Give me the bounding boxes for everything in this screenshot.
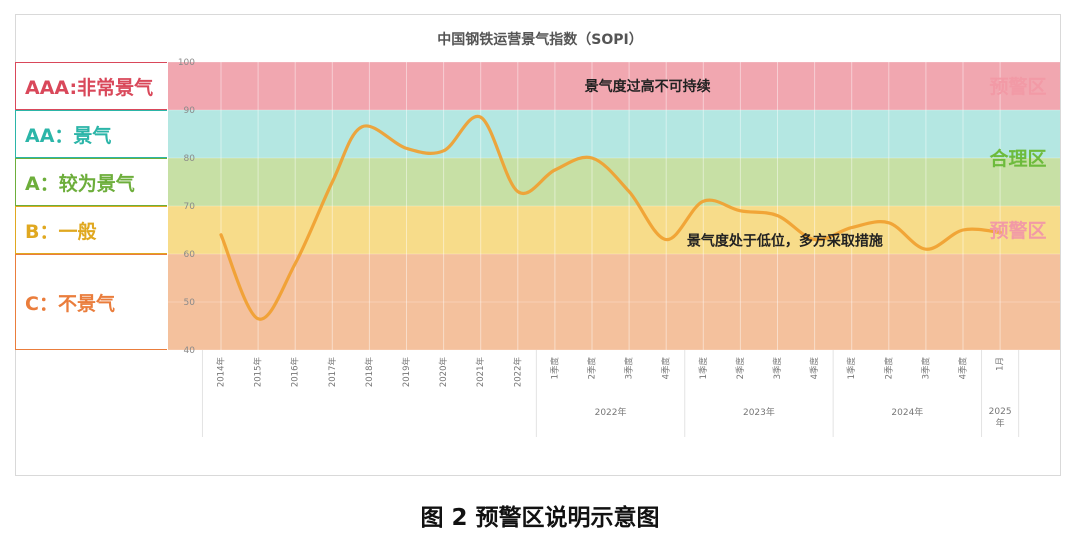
- band-0: [168, 62, 1060, 110]
- x-tick-label: 2022年: [512, 357, 523, 388]
- zone-label: 预警区: [989, 75, 1046, 98]
- annotation-text: 景气度处于低位，多方采取措施: [687, 233, 883, 250]
- x-tick-label: 2018年: [364, 357, 375, 388]
- band-1: [168, 110, 1060, 158]
- band-label: AA：景气: [15, 110, 167, 158]
- x-tick-label: 2015年: [253, 357, 264, 388]
- band-label: AAA:非常景气: [15, 62, 167, 110]
- x-tick-label: 1季度: [698, 357, 709, 380]
- x-tick-label: 3季度: [624, 357, 635, 380]
- x-tick-label: 2014年: [216, 357, 227, 388]
- y-tick-label: 100: [178, 58, 195, 68]
- year-group-label: 2025: [989, 407, 1012, 417]
- x-tick-label: 2019年: [401, 357, 412, 388]
- band-layer: [168, 62, 1060, 350]
- band-label: C：不景气: [15, 254, 167, 350]
- x-tick-label: 2季度: [587, 357, 598, 380]
- y-tick-label: 90: [184, 106, 196, 116]
- x-tick-label: 2016年: [290, 357, 301, 388]
- band-label: A：较为景气: [15, 158, 167, 206]
- figure-caption: 图 2 预警区说明示意图: [420, 505, 660, 531]
- band-2: [168, 158, 1060, 206]
- x-tick-label: 2季度: [735, 357, 746, 380]
- y-tick-label: 50: [184, 298, 196, 308]
- chart-title: 中国钢铁运营景气指数（SOPI）: [437, 31, 642, 48]
- year-group-label: 年: [996, 417, 1005, 429]
- band-label: B：一般: [15, 206, 167, 254]
- series-line: [219, 114, 1002, 321]
- annotation-text: 景气度过高不可持续: [585, 78, 711, 95]
- y-tick-label: 40: [184, 346, 196, 356]
- x-axis: 2014年 2015年 2016年 2017年 2018年 2019年 2020年 2021年…: [201, 350, 1020, 437]
- x-tick-label: 3季度: [920, 357, 931, 380]
- year-group-label: 2023年: [743, 406, 775, 418]
- x-tick-label: 4季度: [958, 357, 969, 380]
- y-axis: 40 50 60 70 80 90 100: [178, 58, 195, 356]
- x-tick-label: 1月: [996, 357, 1006, 371]
- x-tick-label: 2季度: [883, 357, 894, 380]
- x-tick-label: 2017年: [327, 357, 338, 388]
- y-tick-label: 60: [184, 250, 196, 260]
- grid-layer: [168, 61, 1060, 351]
- year-group-label: 2022年: [595, 406, 627, 418]
- series-layer: [219, 114, 1002, 321]
- y-tick-label: 80: [184, 154, 196, 164]
- x-tick-label: 3季度: [772, 357, 783, 380]
- x-tick-label: 4季度: [809, 357, 820, 380]
- x-tick-label: 2021年: [475, 357, 486, 388]
- zone-label: 合理区: [989, 147, 1046, 170]
- year-group-label: 2024年: [891, 406, 923, 418]
- x-tick-label: 1季度: [549, 357, 560, 380]
- zone-label: 预警区: [989, 219, 1046, 242]
- y-tick-label: 70: [184, 202, 196, 212]
- x-tick-label: 1季度: [846, 357, 857, 380]
- band-4: [168, 254, 1060, 350]
- x-tick-label: 2020年: [438, 357, 449, 388]
- x-tick-label: 4季度: [661, 357, 672, 380]
